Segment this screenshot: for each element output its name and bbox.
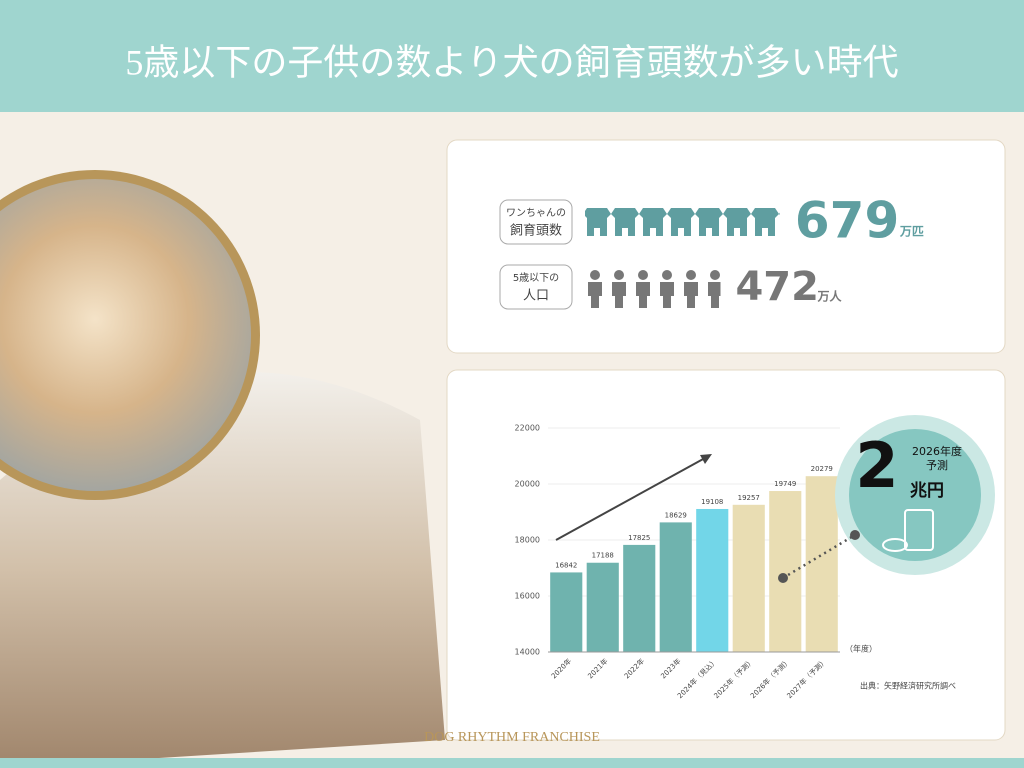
bar	[550, 572, 583, 652]
dog-icon	[779, 212, 780, 215]
bar	[659, 522, 692, 652]
stats-card	[446, 139, 1006, 354]
person-icon	[638, 270, 648, 280]
person-icon	[662, 270, 672, 280]
pointer-dot	[850, 530, 860, 540]
callout-year: 2026年度	[912, 444, 962, 458]
stat-unit: 万人	[816, 289, 842, 304]
value-label: 19108	[701, 498, 723, 506]
footer: DOG RHYTHM FRANCHISE	[424, 730, 600, 745]
value-label: 18629	[665, 511, 687, 519]
stat-label: 5歳以下の	[513, 272, 559, 284]
person-icon	[708, 282, 721, 308]
y-tick-label: 22000	[515, 424, 540, 433]
bowl-icon	[882, 538, 908, 552]
y-tick-label: 18000	[515, 536, 540, 545]
callout-pointer	[782, 533, 856, 580]
dog-icon	[723, 208, 751, 236]
stat-label: 人口	[523, 289, 549, 304]
y-tick-label: 16000	[515, 592, 540, 601]
callout-year: 予測	[926, 458, 948, 472]
x-unit: （年度）	[845, 644, 877, 654]
bar	[732, 504, 765, 652]
trend-arrowhead	[700, 454, 712, 464]
stat-value: 679	[795, 192, 899, 250]
person-icon	[636, 282, 650, 308]
callout-circle	[849, 429, 981, 561]
person-icon	[684, 282, 698, 308]
value-label: 16842	[555, 561, 577, 569]
stat-value: 472	[735, 264, 819, 310]
label-box	[499, 199, 573, 245]
y-tick-label: 14000	[515, 648, 540, 657]
groomed-dog-photo	[0, 179, 251, 491]
person-icon	[686, 270, 696, 280]
trend-arrow	[555, 457, 706, 541]
stat-label: ワンちゃんの	[506, 207, 566, 219]
stat-unit: 万匹	[899, 225, 924, 239]
value-label: 20279	[811, 465, 833, 473]
value-label: 17188	[592, 552, 614, 560]
person-icon	[710, 270, 720, 280]
icon-strip	[585, 208, 780, 236]
dog-icon	[695, 208, 723, 236]
source: 出典：矢野経済研究所調べ	[860, 681, 956, 691]
person-icon	[588, 282, 602, 308]
food-icon	[904, 509, 934, 551]
person-icon	[590, 270, 600, 280]
dog-icon	[751, 208, 779, 236]
stat-label: 飼育頭数	[510, 223, 562, 239]
bar	[696, 508, 729, 652]
title: 5歳以下の子供の数より犬の飼育頭数が多い時代	[125, 42, 898, 82]
value-label: 17825	[628, 534, 650, 542]
pointer-dot	[778, 573, 788, 583]
value-label: 19257	[738, 494, 760, 502]
footer-band	[0, 758, 1024, 768]
dog-icon	[611, 208, 639, 236]
person-icon	[614, 270, 624, 280]
icon-strip	[588, 270, 721, 308]
bar	[623, 544, 656, 652]
person-icon	[660, 282, 674, 308]
dog-icon	[639, 208, 667, 236]
value-label: 19749	[774, 480, 796, 488]
bar	[586, 562, 619, 652]
dog-icon	[667, 208, 695, 236]
callout-unit: 兆円	[910, 481, 944, 501]
header-band	[0, 0, 1024, 112]
person-icon	[612, 282, 626, 308]
bar	[805, 476, 838, 652]
y-tick-label: 20000	[515, 480, 540, 489]
callout-big: 2	[855, 429, 898, 502]
label-box	[499, 264, 573, 310]
bar	[769, 491, 802, 652]
dog-icon	[585, 208, 611, 236]
